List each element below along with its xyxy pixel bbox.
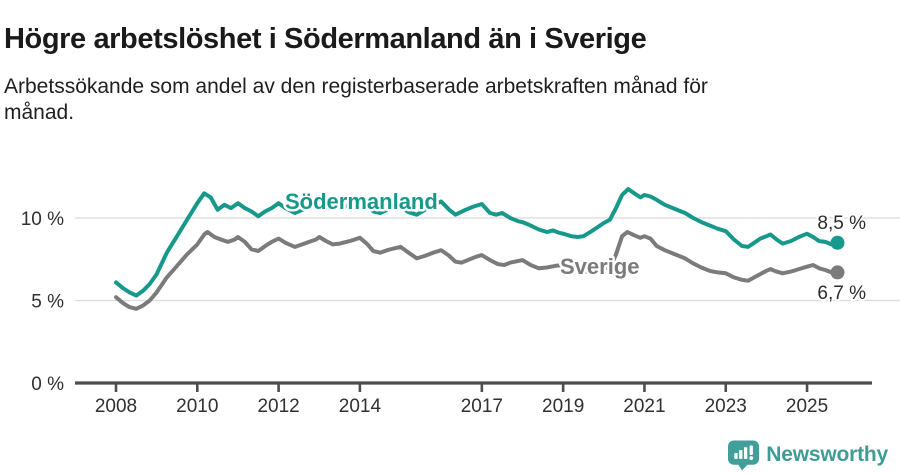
series-lines bbox=[114, 187, 845, 311]
x-axis: 2008 2010 2012 2014 2017 2019 2021 2023 2025 bbox=[95, 383, 828, 417]
y-tick-label: 0 % bbox=[31, 374, 64, 395]
sodermanland-end-value-label: 8,5 % bbox=[817, 213, 866, 234]
y-tick-label: 10 % bbox=[21, 209, 64, 230]
sverige-line bbox=[114, 230, 840, 311]
x-tick-label: 2012 bbox=[257, 396, 299, 417]
subtitle-line-1: Arbetssökande som andel av den registerb… bbox=[4, 75, 708, 98]
newsworthy-logo-icon bbox=[728, 439, 760, 471]
sverige-end-value-label: 6,7 % bbox=[817, 283, 866, 304]
sodermanland-end-dot bbox=[830, 235, 845, 250]
sverige-end-dot bbox=[830, 265, 845, 280]
x-tick-label: 2021 bbox=[623, 396, 665, 417]
x-tick-label: 2017 bbox=[461, 396, 503, 417]
sverige-series-label: Sverige bbox=[560, 254, 640, 279]
sodermanland-line bbox=[114, 187, 840, 298]
x-tick-label: 2010 bbox=[176, 396, 218, 417]
newsworthy-logo-text: Newsworthy bbox=[766, 443, 888, 466]
x-tick-label: 2019 bbox=[542, 396, 584, 417]
subtitle-line-2: månad. bbox=[4, 101, 75, 124]
page-title: Högre arbetslöshet i Södermanland än i S… bbox=[4, 23, 647, 56]
newsworthy-logo: Newsworthy bbox=[728, 439, 888, 471]
chart-subtitle: Arbetssökande som andel av den registerb… bbox=[4, 74, 824, 126]
y-tick-label: 5 % bbox=[31, 292, 64, 313]
gridlines: 10 % 5 % 0 % bbox=[21, 209, 900, 395]
x-tick-label: 2008 bbox=[95, 396, 137, 417]
x-tick-label: 2023 bbox=[705, 396, 747, 417]
x-tick-label: 2014 bbox=[339, 396, 382, 417]
x-tick-label: 2025 bbox=[786, 396, 828, 417]
sodermanland-series-label: Södermanland bbox=[285, 189, 438, 214]
